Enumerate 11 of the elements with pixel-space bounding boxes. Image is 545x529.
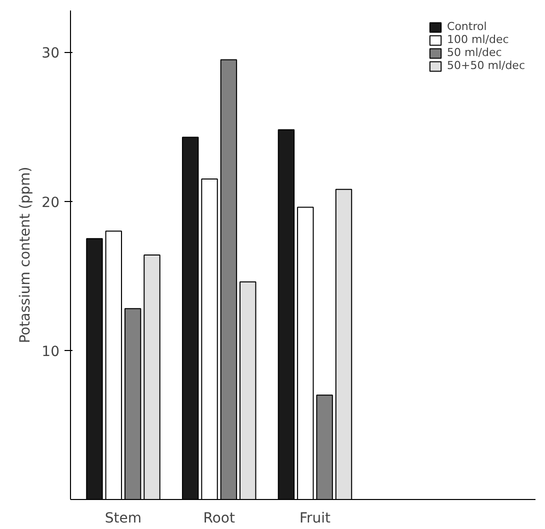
legend-label: 50+50 ml/dec bbox=[447, 59, 525, 72]
legend-label: 50 ml/dec bbox=[447, 46, 502, 59]
x-tick-label: Stem bbox=[104, 510, 142, 526]
legend-label: Control bbox=[447, 20, 487, 33]
y-tick-label: 20 bbox=[42, 194, 60, 211]
y-tick-label: 30 bbox=[42, 46, 60, 62]
y-tick-label: 10 bbox=[42, 344, 60, 360]
legend-label: 100 ml/dec bbox=[447, 33, 509, 46]
x-tick-label: Fruit bbox=[299, 510, 332, 526]
y-axis-title: Potassium content (ppm) bbox=[18, 166, 34, 344]
x-tick-label: Root bbox=[203, 510, 236, 526]
